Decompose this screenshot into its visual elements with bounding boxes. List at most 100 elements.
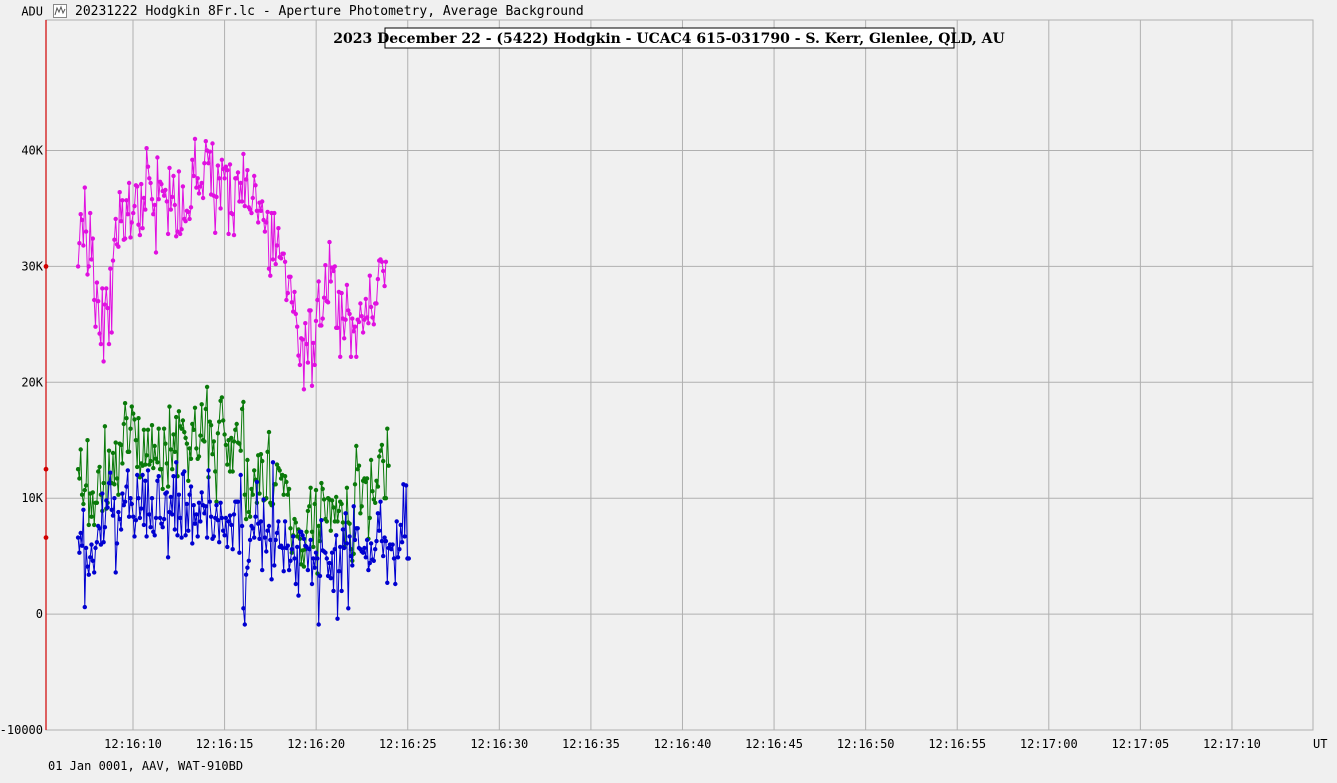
data-point (221, 528, 226, 533)
data-point (328, 576, 333, 581)
data-point (218, 206, 223, 211)
data-point (133, 438, 139, 443)
data-point (180, 418, 186, 423)
data-point (261, 497, 266, 502)
data-point (135, 464, 140, 470)
data-point (133, 518, 139, 523)
data-point (334, 533, 339, 538)
data-point (249, 210, 254, 216)
data-point (145, 164, 151, 169)
data-point (219, 395, 225, 400)
data-point (213, 469, 218, 474)
data-point (360, 550, 366, 555)
data-point (218, 398, 223, 403)
data-point (274, 243, 280, 248)
data-point (140, 226, 145, 231)
data-point (234, 176, 239, 181)
data-point (88, 210, 93, 216)
data-point (141, 522, 147, 528)
data-point (238, 180, 243, 186)
series-line-1 (77, 138, 387, 390)
data-point (378, 448, 383, 453)
y-tick-label: ADU (21, 4, 43, 18)
x-tick-label: 12:16:50 (837, 737, 895, 751)
data-point (81, 501, 86, 507)
data-point (160, 525, 165, 530)
data-point (316, 622, 321, 627)
x-tick-label: 12:16:25 (379, 737, 437, 751)
data-point (190, 157, 195, 162)
data-point (191, 173, 196, 179)
data-point (323, 263, 328, 268)
data-point (106, 341, 112, 347)
x-tick-label: 12:17:00 (1020, 737, 1078, 751)
data-point (375, 276, 381, 282)
data-point (178, 231, 183, 237)
data-point (289, 300, 294, 305)
data-point (129, 404, 134, 409)
data-point (339, 501, 344, 507)
data-point (94, 540, 100, 545)
axes (43, 20, 49, 730)
data-point (383, 259, 389, 264)
data-point (164, 461, 169, 466)
data-point (352, 482, 358, 487)
data-point (187, 492, 192, 497)
data-point (131, 411, 136, 416)
data-point (249, 486, 254, 492)
data-point (100, 491, 105, 496)
data-point (225, 168, 230, 173)
data-point (120, 491, 125, 496)
data-point (351, 504, 356, 509)
data-point (273, 482, 278, 487)
data-point (344, 485, 350, 490)
data-point (348, 553, 354, 559)
data-point (136, 222, 141, 227)
data-point (139, 506, 144, 511)
data-point (187, 446, 192, 451)
data-point (264, 220, 269, 225)
x-tick-label: 12:16:10 (104, 737, 162, 751)
data-point (122, 499, 128, 504)
data-point (106, 448, 112, 453)
tick-labels: ADU 40K 30K 20K 10K 0 -10000 12:16:10 12:16:15 12… (0, 4, 1327, 751)
data-point (398, 522, 403, 528)
data-point (203, 406, 208, 412)
data-point (113, 440, 118, 445)
y-tick-label: 30K (21, 259, 43, 273)
data-point (89, 257, 94, 262)
data-point (360, 330, 366, 335)
data-point (109, 330, 114, 335)
data-point (78, 530, 83, 536)
data-point (238, 472, 243, 478)
data-point (226, 519, 231, 524)
series-start-marker (43, 535, 49, 540)
data-point (199, 180, 204, 186)
data-point (182, 469, 187, 474)
data-point (336, 569, 342, 574)
data-point (371, 322, 376, 327)
data-point (301, 564, 307, 569)
data-point (373, 500, 378, 505)
data-point (196, 454, 202, 459)
data-point (75, 535, 81, 540)
data-point (237, 441, 242, 446)
data-point (340, 527, 346, 532)
data-point (208, 423, 214, 428)
data-point (174, 460, 179, 465)
data-point (305, 360, 311, 365)
data-point (256, 220, 261, 225)
data-point (274, 462, 280, 467)
data-point (79, 492, 85, 497)
data-point (226, 231, 231, 237)
data-point (381, 268, 386, 274)
data-point (112, 237, 117, 242)
data-point (90, 558, 96, 563)
x-axis-unit-label: UT (1313, 737, 1327, 751)
data-point (172, 449, 177, 454)
data-point (304, 341, 309, 347)
window-title: 20231222 Hodgkin 8Fr.lc - Aperture Photo… (75, 4, 584, 19)
data-point (338, 544, 343, 550)
data-point (90, 236, 96, 241)
data-point (230, 547, 235, 552)
